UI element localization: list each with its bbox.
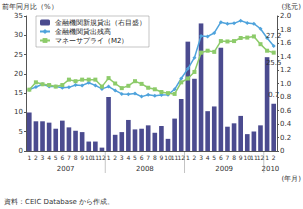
svg-text:6: 6 bbox=[140, 154, 144, 161]
svg-text:12: 12 bbox=[98, 154, 106, 161]
svg-text:2.0: 2.0 bbox=[280, 12, 291, 20]
svg-text:マネーサプライ（M2）: マネーサプライ（M2） bbox=[55, 37, 129, 45]
svg-text:1.2: 1.2 bbox=[280, 66, 291, 74]
svg-text:0: 0 bbox=[19, 147, 23, 155]
svg-text:12: 12 bbox=[177, 154, 185, 161]
svg-text:金融機関新規貸出（右目盛）: 金融機関新規貸出（右目盛） bbox=[55, 19, 146, 27]
svg-text:1.4: 1.4 bbox=[280, 53, 292, 61]
svg-text:3: 3 bbox=[120, 154, 124, 161]
svg-text:1: 1 bbox=[265, 154, 269, 161]
svg-text:5: 5 bbox=[54, 154, 58, 161]
svg-text:7: 7 bbox=[146, 154, 150, 161]
svg-text:0.2: 0.2 bbox=[280, 134, 291, 142]
svg-text:6: 6 bbox=[60, 154, 64, 161]
svg-text:2009: 2009 bbox=[215, 165, 233, 173]
svg-text:0.6: 0.6 bbox=[280, 107, 292, 115]
svg-text:30: 30 bbox=[14, 31, 23, 39]
svg-text:5: 5 bbox=[19, 128, 23, 136]
svg-text:2010: 2010 bbox=[261, 165, 279, 173]
svg-text:4: 4 bbox=[47, 154, 51, 161]
svg-text:9: 9 bbox=[159, 154, 163, 161]
svg-text:8: 8 bbox=[74, 154, 78, 161]
svg-text:4: 4 bbox=[206, 154, 210, 161]
svg-text:12: 12 bbox=[257, 154, 265, 161]
svg-text:6: 6 bbox=[219, 154, 223, 161]
svg-text:1: 1 bbox=[186, 154, 190, 161]
svg-text:7: 7 bbox=[226, 154, 230, 161]
svg-text:15: 15 bbox=[14, 89, 23, 97]
svg-text:0.8: 0.8 bbox=[280, 93, 291, 101]
svg-text:(兆元): (兆元) bbox=[282, 3, 302, 11]
svg-text:0: 0 bbox=[280, 147, 284, 155]
svg-text:8: 8 bbox=[153, 154, 157, 161]
svg-text:3: 3 bbox=[41, 154, 45, 161]
svg-text:2: 2 bbox=[193, 154, 197, 161]
svg-text:2: 2 bbox=[34, 154, 38, 161]
svg-text:9: 9 bbox=[80, 154, 84, 161]
html-text:10 11: 10 11 bbox=[164, 153, 179, 161]
svg-text:25: 25 bbox=[14, 51, 23, 59]
svg-text:7: 7 bbox=[67, 154, 71, 161]
svg-text:35: 35 bbox=[14, 12, 23, 20]
html-text:10 11: 10 11 bbox=[243, 153, 258, 161]
svg-text:8: 8 bbox=[232, 154, 236, 161]
svg-text:3: 3 bbox=[199, 154, 203, 161]
svg-text:5: 5 bbox=[133, 154, 137, 161]
svg-text:1.6: 1.6 bbox=[280, 39, 292, 47]
svg-text:前年同月比（%）: 前年同月比（%） bbox=[2, 3, 58, 11]
svg-text:9: 9 bbox=[239, 154, 243, 161]
svg-text:(年月): (年月) bbox=[282, 175, 302, 183]
svg-text:1: 1 bbox=[27, 154, 31, 161]
svg-text:25.5: 25.5 bbox=[266, 59, 282, 67]
svg-text:金融機関貸出残高: 金融機関貸出残高 bbox=[55, 28, 111, 36]
svg-text:20: 20 bbox=[14, 70, 23, 78]
html-text:10 11: 10 11 bbox=[84, 153, 100, 161]
svg-text:1.8: 1.8 bbox=[280, 26, 291, 34]
svg-text:1.0: 1.0 bbox=[280, 80, 291, 88]
svg-text:10: 10 bbox=[14, 108, 23, 116]
svg-text:0.4: 0.4 bbox=[280, 120, 292, 128]
svg-text:1: 1 bbox=[107, 154, 111, 161]
svg-text:資料：CEIC Database から作成。: 資料：CEIC Database から作成。 bbox=[4, 198, 114, 206]
svg-text:2008: 2008 bbox=[136, 165, 154, 173]
svg-text:27.2: 27.2 bbox=[266, 32, 282, 40]
svg-text:5: 5 bbox=[212, 154, 216, 161]
svg-text:2007: 2007 bbox=[57, 165, 75, 173]
svg-text:4: 4 bbox=[126, 154, 130, 161]
svg-text:2: 2 bbox=[113, 154, 117, 161]
svg-text:0.7: 0.7 bbox=[268, 91, 279, 99]
svg-text:2: 2 bbox=[272, 154, 276, 161]
